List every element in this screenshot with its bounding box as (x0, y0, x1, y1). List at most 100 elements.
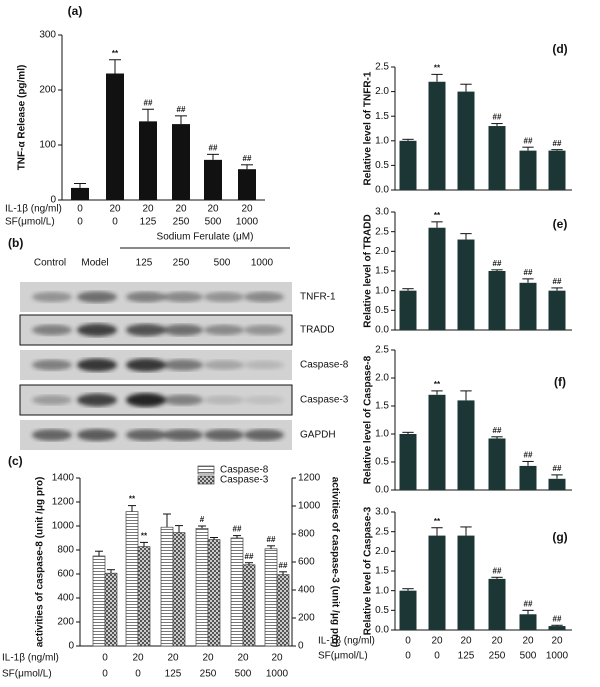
blot-band (126, 323, 166, 337)
y-tick-label: 2.5 (375, 526, 389, 537)
bar (457, 400, 475, 490)
significance-mark: ## (553, 139, 562, 148)
significance-mark: ** (141, 532, 148, 541)
lane-label: 125 (136, 258, 153, 269)
significance-mark: ## (524, 599, 533, 608)
protein-label: TNFR-1 (300, 292, 336, 303)
blot-band (244, 395, 284, 405)
error-bar (245, 562, 253, 565)
y-tick-label: 0 (50, 195, 56, 206)
x-tick-label: 250 (200, 669, 217, 680)
x-tick-label: 20 (491, 636, 503, 647)
bar (195, 528, 209, 647)
blot-band (77, 429, 117, 441)
y-tick-label: 2.5 (375, 345, 389, 356)
bar (172, 124, 190, 200)
blot-band (32, 324, 72, 336)
x-tick-label: 20 (109, 204, 121, 215)
error-bar (551, 474, 563, 479)
error-bar (460, 83, 472, 92)
bar (488, 271, 506, 330)
x-tick-label: 125 (140, 217, 157, 228)
x-tick-label: 0 (112, 217, 118, 228)
protein-label: GAPDH (300, 430, 336, 441)
panel-label: (a) (68, 4, 83, 18)
y2-tick-label: 400 (298, 585, 315, 596)
blot-band (32, 291, 72, 303)
error-bar (491, 269, 503, 271)
significance-mark: ## (524, 451, 533, 460)
y-tick-label: 100 (39, 140, 56, 151)
y2-axis-label: activities of caspase-3 (unit /μg pro) (329, 477, 340, 648)
bar (71, 187, 89, 200)
blot-band (244, 360, 284, 370)
blot-band (244, 324, 284, 336)
y-tick-label: 800 (57, 545, 74, 556)
y-tick-label: 2.0 (375, 546, 389, 557)
y-tick-label: 1200 (52, 497, 75, 508)
bar (137, 546, 151, 647)
x-tick-label: 250 (489, 651, 506, 662)
error-bar (140, 541, 148, 547)
blot-band (163, 324, 203, 336)
bar (488, 126, 506, 190)
error-bar (431, 221, 443, 228)
bar (264, 548, 278, 647)
significance-mark: ## (279, 561, 288, 570)
x-tick-label: 20 (431, 636, 443, 647)
protein-label: Caspase-8 (300, 360, 349, 371)
bar (125, 511, 139, 647)
y-tick-label: 600 (57, 569, 74, 580)
x-tick-label: 20 (460, 636, 472, 647)
y-tick-label: 2.0 (375, 373, 389, 384)
blot-band (77, 323, 117, 337)
bar (457, 239, 475, 330)
y-tick-label: 2.0 (375, 86, 389, 97)
protein-label: Caspase-3 (300, 395, 349, 406)
blot-band (244, 429, 284, 441)
y-tick-label: 1.5 (375, 566, 389, 577)
significance-mark: ## (553, 614, 562, 623)
bar (428, 535, 446, 630)
blot-band (32, 429, 72, 441)
y-tick-label: 300 (39, 30, 56, 41)
x-tick-label: 125 (458, 651, 475, 662)
blot-band (163, 291, 203, 303)
treatment-label: Sodium Ferulate (μM) (157, 232, 254, 243)
y-tick-label: 2.0 (375, 246, 389, 257)
x-tick-label: 500 (520, 651, 537, 662)
bar (106, 73, 124, 200)
bar (276, 574, 290, 647)
error-bar (128, 505, 136, 512)
error-bar (233, 535, 241, 538)
bar (548, 478, 566, 490)
x-tick-label: 250 (173, 217, 190, 228)
significance-mark: ## (209, 143, 218, 152)
error-bar (107, 569, 115, 574)
error-bar (431, 73, 443, 82)
x-row-label: SF(μmol/L) (5, 217, 55, 228)
y-axis-label: activities of caspase-8 (unit /μg pro) (35, 477, 46, 648)
y-tick-label: 0.5 (375, 160, 389, 171)
y-tick-label: 0.0 (375, 325, 389, 336)
error-bar (460, 390, 472, 401)
error-bar (207, 153, 219, 160)
blot-band (77, 393, 117, 407)
bar (519, 465, 537, 490)
significance-mark: ## (493, 566, 502, 575)
y-tick-label: 3.0 (375, 507, 389, 518)
x-tick-label: 0 (434, 651, 440, 662)
blot-band (204, 429, 244, 441)
error-bar (491, 576, 503, 579)
y-tick-label: 1.5 (375, 401, 389, 412)
significance-mark: ## (144, 98, 153, 107)
x-tick-label: 125 (165, 669, 182, 680)
x-tick-label: 20 (271, 653, 283, 664)
legend-label: Caspase-8 (220, 465, 269, 476)
x-tick-label: 20 (167, 653, 179, 664)
x-tick-label: 1000 (266, 669, 289, 680)
bar (399, 140, 417, 190)
significance-mark: ## (524, 268, 533, 277)
bar (204, 159, 222, 200)
